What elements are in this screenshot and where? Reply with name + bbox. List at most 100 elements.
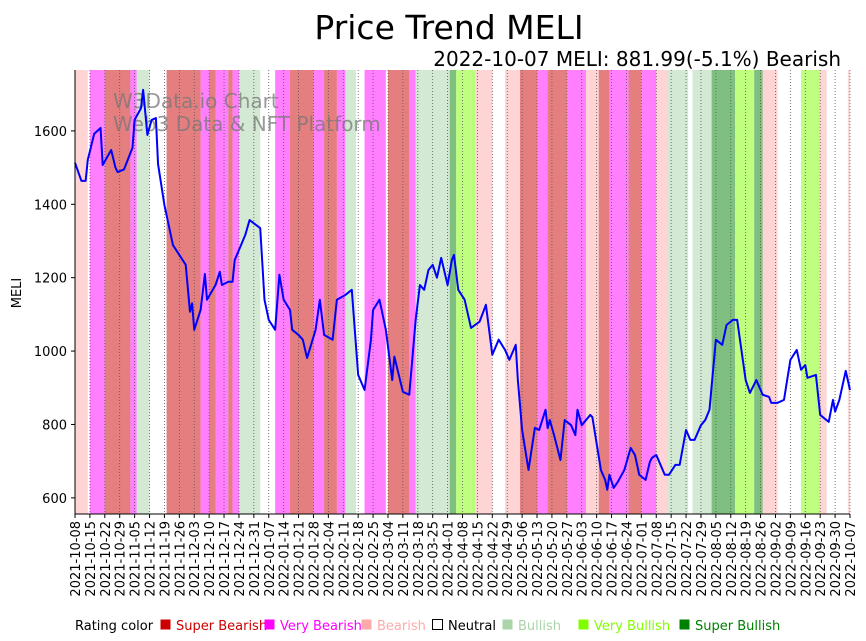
x-tick-label: 2022-04-01 <box>442 521 457 597</box>
axes: 2021-10-08 2021-10-15 2021-10-22 2021-10-29… <box>34 70 859 597</box>
x-tick-label: 2022-01-28 <box>307 521 322 597</box>
x-tick-label: 2021-10-15 <box>84 521 99 597</box>
rating-band-super-bearish <box>290 70 314 514</box>
legend-label: Super Bearish <box>176 619 267 634</box>
y-tick-label: 1000 <box>34 345 67 360</box>
x-tick-label: 2022-04-15 <box>471 521 486 597</box>
rating-band-bearish <box>656 70 667 514</box>
legend-label: Very Bearish <box>280 619 362 634</box>
x-tick-label: 2021-10-22 <box>99 521 114 597</box>
x-tick-label: 2021-12-10 <box>203 521 218 597</box>
x-tick-label: 2022-08-19 <box>740 521 755 597</box>
rating-band-super-bullish <box>754 70 763 514</box>
rating-band-bullish <box>345 70 357 514</box>
rating-band-bearish <box>820 70 827 514</box>
x-tick-label: 2022-03-11 <box>397 521 412 597</box>
rating-band-very-bearish <box>641 70 657 514</box>
rating-band-super-bearish <box>104 70 131 514</box>
rating-band-bearish <box>75 70 88 514</box>
x-tick-label: 2022-10-07 <box>844 521 859 597</box>
legend: Rating color Super Bearish Very Bearish Bea… <box>75 619 780 634</box>
rating-band-super-bearish <box>547 70 567 514</box>
x-tick-label: 2021-12-31 <box>248 521 263 597</box>
y-tick-label: 1600 <box>34 125 67 140</box>
y-tick-label: 800 <box>42 418 67 433</box>
x-tick-label: 2022-06-03 <box>576 521 591 597</box>
x-tick-label: 2022-02-11 <box>337 521 352 597</box>
x-tick-label: 2021-12-17 <box>218 521 233 597</box>
rating-band-very-bearish <box>215 70 229 514</box>
x-tick-label: 2022-09-02 <box>769 521 784 597</box>
rating-band-bearish <box>475 70 493 514</box>
rating-band-very-bearish <box>409 70 416 514</box>
rating-band-very-bearish <box>566 70 586 514</box>
rating-band-very-bullish <box>735 70 755 514</box>
y-tick-label: 1200 <box>34 272 67 287</box>
rating-band-super-bearish <box>324 70 337 514</box>
x-tick-label: 2022-08-12 <box>725 521 740 597</box>
x-tick-label: 2022-05-20 <box>546 521 561 597</box>
x-tick-label: 2022-06-24 <box>620 521 635 597</box>
x-tick-label: 2021-11-26 <box>173 521 188 597</box>
rating-band-very-bearish <box>537 70 548 514</box>
rating-band-very-bearish <box>364 70 386 514</box>
x-tick-label: 2022-08-05 <box>710 521 725 597</box>
rating-band-super-bearish <box>519 70 538 514</box>
y-axis-label: MELI <box>10 278 25 309</box>
x-tick-label: 2022-03-25 <box>427 521 442 597</box>
rating-band-bullish <box>136 70 150 514</box>
x-tick-label: 2022-04-22 <box>486 521 501 597</box>
rating-band-bullish <box>238 70 261 514</box>
x-tick-label: 2022-07-01 <box>635 521 650 597</box>
legend-swatch <box>160 619 171 630</box>
x-tick-label: 2021-11-19 <box>158 521 173 597</box>
rating-band-super-bearish <box>387 70 410 514</box>
rating-band-super-bearish <box>598 70 610 514</box>
legend-swatch <box>432 619 443 630</box>
y-tick-label: 1400 <box>34 198 67 213</box>
x-tick-label: 2022-07-29 <box>695 521 710 597</box>
x-tick-label: 2022-01-07 <box>263 521 278 597</box>
rating-band-very-bearish <box>200 70 210 514</box>
legend-swatch <box>361 619 372 630</box>
rating-band-super-bullish <box>449 70 457 514</box>
legend-label: Neutral <box>448 619 496 634</box>
x-tick-label: 2022-03-04 <box>382 521 397 597</box>
legend-label: Very Bullish <box>594 619 670 634</box>
x-tick-label: 2022-03-18 <box>412 521 427 597</box>
x-tick-label: 2022-09-23 <box>814 521 829 597</box>
rating-band-bullish <box>666 70 689 514</box>
x-tick-label: 2022-01-14 <box>278 521 293 597</box>
legend-swatch <box>502 619 513 630</box>
x-tick-label: 2022-09-16 <box>799 521 814 597</box>
x-tick-label: 2022-05-27 <box>561 521 576 597</box>
x-tick-label: 2022-05-13 <box>531 521 546 597</box>
chart-subtitle: 2022-10-07 MELI: 881.99(-5.1%) Bearish <box>433 47 841 71</box>
rating-band-super-bearish <box>628 70 642 514</box>
rating-band-very-bullish <box>456 70 476 514</box>
rating-band-bearish <box>847 70 850 514</box>
rating-band-super-bearish <box>166 70 201 514</box>
x-tick-label: 2021-10-08 <box>69 521 84 597</box>
rating-band-very-bearish <box>130 70 137 514</box>
x-tick-label: 2021-12-03 <box>188 521 203 597</box>
x-tick-label: 2022-04-08 <box>457 521 472 597</box>
legend-label: Super Bullish <box>695 619 780 634</box>
x-tick-label: 2021-10-29 <box>114 521 129 597</box>
watermark-line-1: W3Data.io Chart <box>113 89 279 113</box>
legend-label: Bearish <box>377 619 426 634</box>
price-series <box>74 88 851 491</box>
rating-band-very-bearish <box>89 70 105 514</box>
x-tick-label: 2022-06-17 <box>606 521 621 597</box>
legend-label: Bullish <box>518 619 561 634</box>
x-tick-label: 2022-06-10 <box>591 521 606 597</box>
rating-band-very-bearish <box>232 70 239 514</box>
x-tick-label: 2021-11-12 <box>144 521 159 597</box>
x-tick-label: 2022-07-22 <box>680 521 695 597</box>
rating-band-very-bearish <box>336 70 346 514</box>
x-tick-label: 2022-05-06 <box>516 521 531 597</box>
x-tick-label: 2021-12-24 <box>233 521 248 597</box>
x-tick-label: 2022-08-26 <box>755 521 770 597</box>
